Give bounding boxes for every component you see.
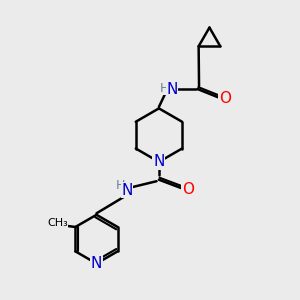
Text: O: O [219,91,231,106]
Text: N: N [167,82,178,98]
Text: H: H [116,178,125,192]
Text: N: N [91,256,102,271]
Text: N: N [122,183,133,198]
Text: O: O [182,182,194,197]
Text: CH₃: CH₃ [47,218,68,228]
Text: H: H [159,82,169,95]
Text: N: N [153,154,165,169]
